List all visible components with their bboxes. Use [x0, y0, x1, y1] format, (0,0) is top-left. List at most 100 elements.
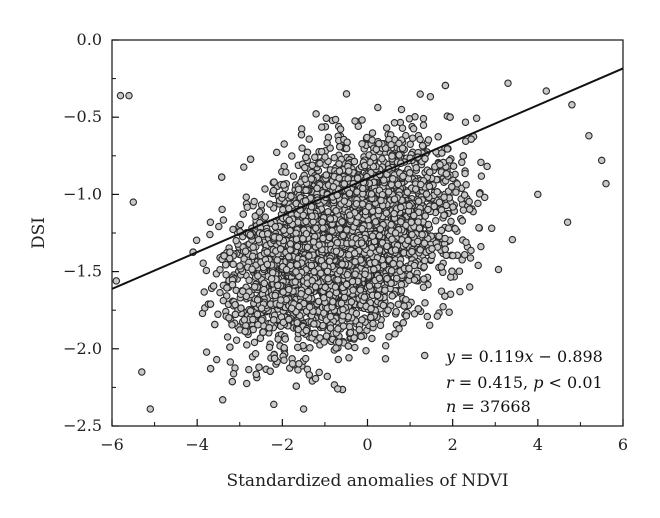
scatter-point — [375, 232, 384, 240]
scatter-point — [336, 225, 344, 233]
scatter-point — [260, 279, 269, 288]
scatter-point — [508, 235, 517, 244]
scatter-point — [397, 287, 406, 295]
scatter-point — [263, 248, 271, 256]
scatter-point — [312, 224, 320, 232]
scatter-point — [421, 154, 429, 163]
scatter-point — [409, 125, 418, 133]
scatter-point — [428, 245, 436, 253]
scatter-point — [249, 315, 257, 324]
scatter-point — [206, 230, 214, 239]
scatter-point — [315, 368, 323, 377]
scatter-point — [248, 265, 256, 273]
scatter-point — [294, 185, 303, 194]
scatter-point — [369, 319, 377, 328]
scatter-point — [351, 257, 359, 266]
scatter-point — [382, 209, 391, 217]
scatter-point — [352, 199, 361, 208]
scatter-point — [390, 209, 398, 218]
scatter-point — [266, 200, 274, 208]
scatter-point — [442, 201, 451, 210]
scatter-point — [408, 247, 416, 256]
scatter-point — [253, 296, 262, 304]
scatter-point — [445, 308, 453, 316]
scatter-point — [406, 140, 415, 148]
scatter-point — [381, 341, 390, 350]
scatter-point — [229, 260, 237, 269]
scatter-point — [394, 180, 402, 189]
y-tick-label: −2.5 — [63, 416, 102, 435]
scatter-point — [402, 131, 410, 140]
scatter-point — [456, 287, 464, 296]
scatter-point — [392, 307, 400, 316]
scatter-point — [461, 118, 470, 126]
scatter-point — [309, 238, 318, 246]
scatter-point — [357, 239, 366, 247]
scatter-point — [441, 292, 449, 300]
scatter-point — [326, 215, 335, 223]
scatter-point — [433, 312, 442, 320]
scatter-point — [437, 263, 446, 271]
scatter-point — [462, 238, 470, 246]
scatter-point — [231, 300, 239, 309]
scatter-point — [367, 190, 376, 198]
scatter-point — [303, 243, 312, 252]
scatter-point — [305, 135, 313, 143]
scatter-point — [339, 305, 347, 314]
scatter-point — [438, 149, 446, 157]
x-tick-label: −6 — [100, 435, 124, 454]
scatter-point — [340, 293, 349, 302]
scatter-point — [395, 324, 403, 333]
scatter-point — [395, 151, 403, 159]
scatter-point — [315, 241, 323, 249]
scatter-point — [292, 382, 301, 390]
scatter-point — [292, 268, 300, 276]
scatter-point — [138, 368, 146, 376]
scatter-point — [329, 183, 338, 191]
scatter-point — [335, 167, 344, 175]
scatter-point — [465, 197, 473, 206]
scatter-point — [391, 229, 400, 237]
scatter-point — [465, 283, 474, 291]
scatter-point — [329, 297, 337, 306]
scatter-point — [286, 246, 295, 254]
scatter-point — [302, 229, 311, 238]
scatter-point — [375, 246, 384, 254]
regression-annotation: y = 0.119x − 0.898 r = 0.415, p < 0.01 n =… — [445, 347, 603, 416]
scatter-point — [231, 310, 240, 319]
scatter-point — [449, 162, 458, 170]
scatter-point — [356, 286, 365, 294]
scatter-point — [443, 145, 452, 153]
scatter-point — [345, 189, 354, 198]
scatter-point — [266, 367, 274, 375]
scatter-point — [398, 144, 407, 153]
scatter-point — [480, 193, 489, 202]
scatter-point — [311, 374, 320, 383]
scatter-point — [125, 91, 133, 100]
scatter-point — [447, 217, 455, 226]
scatter-point — [202, 348, 211, 356]
scatter-point — [392, 274, 401, 283]
scatter-point — [297, 290, 305, 298]
scatter-point — [285, 315, 293, 324]
scatter-point — [200, 288, 208, 296]
scatter-point — [310, 267, 318, 276]
scatter-point — [212, 355, 221, 364]
scatter-point — [299, 235, 307, 243]
scatter-point — [414, 305, 423, 313]
scatter-point — [240, 163, 248, 171]
scatter-point — [217, 173, 226, 181]
scatter-point — [293, 242, 302, 251]
scatter-point — [342, 280, 351, 289]
scatter-point — [270, 400, 278, 409]
scatter-point — [358, 140, 366, 148]
scatter-point — [218, 396, 227, 404]
scatter-point — [585, 131, 593, 140]
scatter-point — [461, 169, 469, 178]
scatter-point — [274, 281, 282, 290]
scatter-point — [332, 247, 341, 256]
scatter-point — [325, 257, 334, 265]
scatter-point — [377, 196, 385, 205]
scatter-point — [288, 359, 297, 368]
scatter-point — [216, 265, 224, 274]
